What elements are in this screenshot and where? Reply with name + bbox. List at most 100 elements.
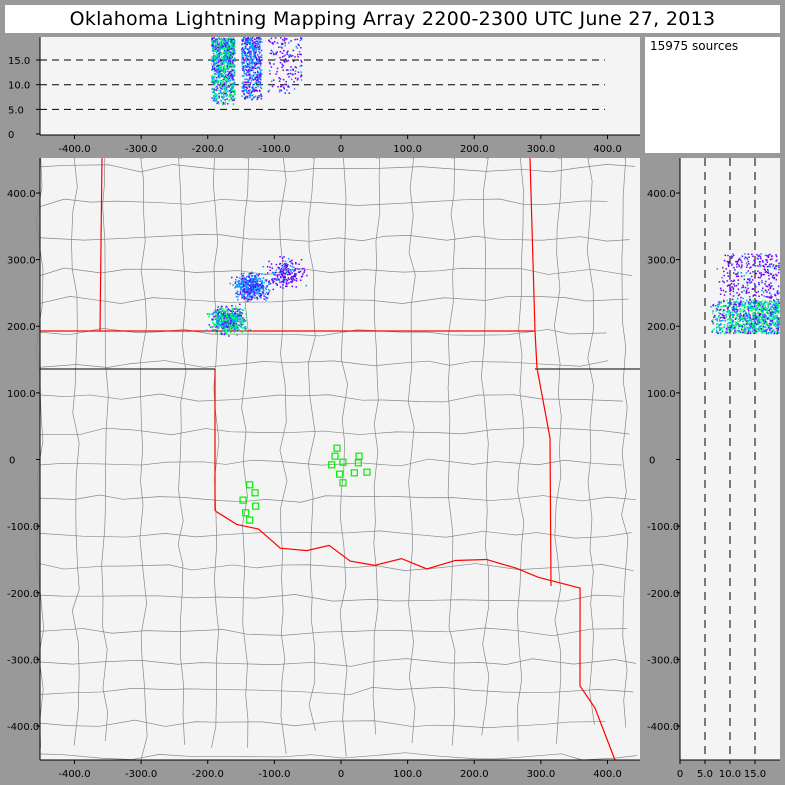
source-point: [257, 292, 260, 294]
source-point: [768, 309, 770, 312]
source-point: [217, 83, 219, 86]
source-point: [262, 265, 265, 268]
source-point: [214, 80, 217, 83]
source-point: [732, 308, 735, 311]
source-point: [241, 312, 244, 315]
source-point: [719, 293, 722, 295]
source-point: [234, 57, 236, 59]
source-point: [223, 312, 225, 314]
source-point: [773, 324, 776, 326]
source-point: [253, 53, 255, 55]
source-point: [737, 327, 740, 329]
source-point: [259, 278, 262, 280]
source-point: [285, 271, 287, 274]
county-line: [39, 658, 637, 667]
lma-station-marker: [350, 469, 358, 477]
source-point: [775, 260, 777, 262]
source-point: [747, 287, 749, 290]
source-point: [238, 285, 241, 288]
source-point: [227, 40, 229, 42]
source-point: [297, 271, 300, 273]
source-point: [738, 258, 740, 261]
source-point: [773, 308, 775, 310]
source-point: [218, 326, 221, 329]
source-point: [296, 53, 299, 56]
source-point: [753, 323, 755, 325]
x-tick-label: 15.0: [744, 769, 766, 780]
x-tick-label: 0: [677, 769, 683, 780]
source-point: [236, 330, 239, 332]
source-point: [764, 300, 766, 302]
source-point: [733, 306, 735, 309]
source-point: [284, 260, 287, 263]
source-point: [718, 324, 721, 326]
source-point: [298, 268, 301, 271]
source-point: [291, 268, 294, 271]
source-point: [241, 56, 244, 59]
source-point: [263, 298, 265, 300]
source-point: [736, 314, 739, 317]
source-point: [252, 58, 255, 61]
source-point: [251, 44, 254, 46]
source-point: [249, 43, 251, 45]
source-point: [218, 97, 220, 100]
source-point: [739, 316, 741, 318]
source-point: [259, 288, 261, 291]
x-tick-label: 100.0: [393, 144, 422, 153]
source-point: [211, 40, 214, 42]
source-point: [265, 288, 267, 291]
source-point: [289, 273, 291, 275]
source-point: [287, 50, 289, 53]
source-point: [222, 327, 225, 329]
source-point: [206, 313, 209, 315]
source-point: [754, 305, 757, 307]
source-point: [217, 101, 220, 103]
source-point: [242, 43, 244, 45]
source-point: [230, 88, 232, 90]
source-point: [234, 326, 236, 328]
source-point: [736, 266, 738, 268]
source-point: [229, 89, 232, 92]
source-point: [252, 288, 255, 290]
source-point: [775, 331, 778, 333]
source-point: [237, 320, 239, 323]
source-point: [767, 272, 770, 274]
source-point: [209, 326, 212, 329]
source-point: [740, 314, 743, 317]
source-point: [258, 46, 261, 48]
source-point: [232, 63, 234, 65]
source-point: [777, 323, 779, 325]
source-point: [217, 67, 220, 70]
source-point: [275, 277, 277, 280]
source-point: [242, 68, 244, 71]
source-point: [221, 92, 223, 95]
source-point: [762, 320, 764, 322]
source-point: [751, 326, 754, 328]
source-point: [771, 296, 773, 298]
source-point: [221, 96, 223, 98]
source-point: [756, 300, 759, 302]
source-point: [295, 286, 297, 288]
source-point: [249, 66, 251, 69]
source-point: [741, 326, 743, 328]
source-point: [243, 327, 245, 329]
source-point: [716, 303, 719, 306]
source-point: [298, 263, 300, 265]
source-point: [254, 77, 257, 79]
source-point: [281, 42, 283, 45]
source-point: [243, 70, 246, 73]
source-point: [259, 52, 261, 54]
source-point: [743, 310, 745, 312]
source-point: [776, 311, 778, 313]
source-point: [726, 280, 728, 282]
source-point: [767, 318, 770, 320]
source-point: [282, 281, 285, 284]
source-point: [221, 43, 223, 46]
source-point: [233, 93, 235, 96]
source-point: [723, 259, 726, 262]
source-point: [247, 55, 250, 58]
source-point: [279, 56, 281, 59]
source-point: [217, 306, 219, 308]
source-point: [222, 40, 225, 43]
source-point: [772, 306, 775, 309]
